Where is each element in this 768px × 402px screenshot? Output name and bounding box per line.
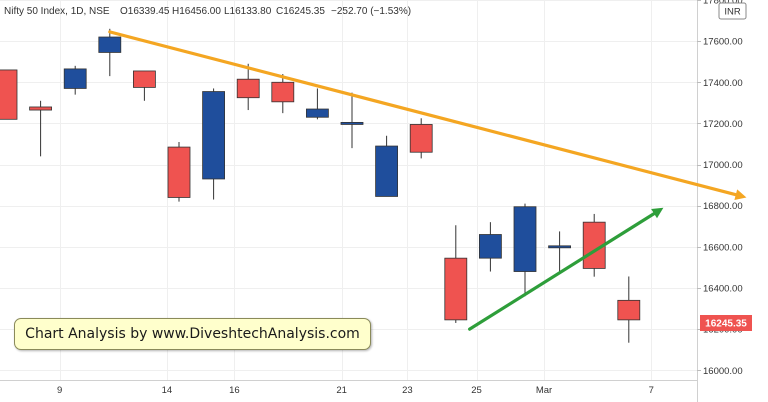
x-tick-label: 7 [649,385,654,396]
candle-body [236,78,260,99]
time-axis[interactable]: 9 14 16 21 23 25 Mar 7 [57,385,654,396]
support-arrowhead [651,207,664,219]
header-symbol: Nifty 50 Index, 1D, NSE [4,6,110,17]
candle-body [340,121,364,125]
candle[interactable] [305,88,329,120]
candle[interactable] [202,88,226,200]
y-tick-label: 17200.00 [703,119,743,130]
y-tick-label: 17600.00 [703,37,743,48]
candles [0,28,641,343]
analysis-watermark: Chart Analysis by www.DiveshtechAnalysis… [14,318,371,350]
x-tick-label: 14 [162,385,173,396]
candle-body [98,36,122,53]
resistance-trendline[interactable] [108,30,747,201]
support-line [468,212,656,331]
candle[interactable] [63,65,87,95]
candle[interactable] [0,69,18,120]
candle-body [0,69,18,120]
candle-body [617,299,641,321]
watermark-text: Chart Analysis by www.DiveshtechAnalysis… [25,326,360,342]
support-trendline[interactable] [468,207,664,331]
candle[interactable] [236,63,260,111]
candle[interactable] [271,74,295,114]
candle[interactable] [375,135,399,197]
candle-body [375,145,399,197]
candle[interactable] [29,100,53,157]
header-close: C16245.35 [276,6,325,17]
x-tick-label: 21 [336,385,347,396]
y-tick-label: 17400.00 [703,78,743,89]
resistance-arrowhead [734,189,747,201]
y-tick-label: 17000.00 [703,160,743,171]
candle-body [513,206,537,272]
candle[interactable] [478,222,502,272]
resistance-line [108,30,738,197]
x-tick-label: Mar [536,385,552,396]
candle-body [271,81,295,103]
last-price-badge [700,315,752,331]
candle-body [305,108,329,118]
candle-body [132,70,156,88]
header-open: O16339.45 [120,6,170,17]
candle-body [202,91,226,180]
candle-body [478,234,502,259]
candle[interactable] [340,92,364,149]
y-tick-label: 16000.00 [703,366,743,377]
x-tick-label: 23 [402,385,413,396]
candle-body [548,245,571,249]
x-tick-label: 16 [229,385,240,396]
y-tick-label: 16800.00 [703,201,743,212]
header-high: H16456.00 [172,6,221,17]
candle[interactable] [98,28,122,77]
x-tick-label: 9 [57,385,62,396]
candle[interactable] [617,276,641,343]
grid-lines [0,0,697,380]
y-tick-label: 16600.00 [703,242,743,253]
x-tick-label: 25 [471,385,482,396]
candle-body [444,257,468,321]
y-tick-label: 16400.00 [703,283,743,294]
candle-body [63,68,87,89]
candle-body [29,106,53,111]
candle[interactable] [548,231,571,273]
header-low: L16133.80 [224,6,272,17]
currency-label: INR [724,7,741,18]
candle[interactable] [444,225,468,323]
candle[interactable] [409,118,433,159]
candle[interactable] [167,141,191,202]
currency-badge[interactable] [718,2,747,20]
header-change: −252.70 (−1.53%) [331,6,411,17]
last-price-label: 16245.35 [705,319,747,330]
candle-body [409,124,433,153]
candle[interactable] [132,70,156,101]
trendlines [108,30,747,331]
candle-body [167,146,191,198]
candle[interactable] [582,213,606,277]
candle[interactable] [513,203,537,297]
